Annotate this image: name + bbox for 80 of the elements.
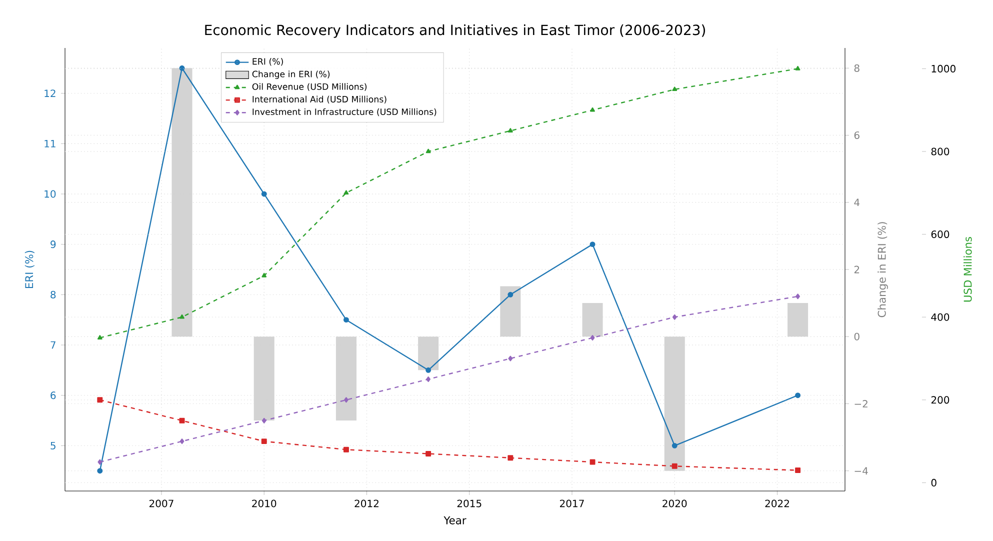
y2-tick-label: 8 [854,64,860,72]
legend-label: International Aid (USD Millions) [252,96,386,104]
point [508,455,514,461]
bar [254,336,274,421]
point [508,356,513,362]
y2-tick-label: 2 [854,266,860,274]
y-tick-label: 10 [44,190,56,198]
y2-tick-label: 6 [854,131,860,140]
y-tick-label: 5 [50,442,56,450]
y3-axis-title: USD Millions [964,236,972,302]
legend-label: Investment in Infrastructure (USD Millions) [252,108,436,116]
y3-tick-label: 0 [931,478,936,486]
x-axis-title: Year [444,516,466,524]
point [672,314,677,320]
point [179,418,185,424]
y2-tick-label: −4 [854,467,868,474]
legend-label: ERI (%) [252,58,283,66]
point [426,148,431,154]
y2-tick-label: 0 [854,332,860,340]
point [262,418,266,424]
bar [788,303,808,337]
x-tick-label: 2007 [149,500,174,508]
point [344,190,349,195]
bar [418,336,439,370]
point [344,397,348,403]
y3-tick-label: 200 [931,396,950,404]
y-tick-label: 6 [50,392,56,400]
bar [500,286,521,337]
point [343,317,349,323]
y-tick-label: 11 [44,140,56,148]
x-tick-label: 2012 [354,500,378,508]
y-tick-label: 9 [50,240,56,248]
y3-tick-label: 400 [931,313,950,321]
point [261,191,267,197]
point [261,438,267,444]
x-tick-label: 2017 [560,500,584,508]
chart-title: Economic Recovery Indicators and Initiatives in East Timor (2006-2023) [205,24,706,38]
point [97,468,103,474]
point [426,376,431,382]
y2-tick-label: −2 [854,400,868,408]
x-tick-label: 2022 [765,500,789,508]
y3-tick-label: 800 [931,148,950,156]
y3-tick-label: 600 [931,230,950,238]
point [97,397,103,403]
x-tick-label: 2020 [662,500,687,508]
point [98,459,102,465]
y2-axis-title: Change in ERI (%) [878,222,888,318]
point [97,335,102,340]
x-tick-label: 2015 [457,500,482,508]
point [180,438,184,444]
point [590,242,596,248]
bar [582,303,603,337]
point [590,107,595,112]
point [590,459,596,465]
y-tick-label: 8 [50,290,56,298]
point [796,294,800,300]
point [795,392,801,398]
point [426,367,432,373]
point [672,86,678,92]
x-tick-label: 2010 [252,500,276,508]
point [672,463,678,469]
point [343,446,349,452]
point [508,128,513,132]
y-tick-label: 7 [50,341,56,349]
point [672,442,678,448]
y2-tick-label: 4 [854,198,860,206]
point [180,314,184,319]
point [179,65,185,71]
point [795,66,800,70]
y3-tick-label: 1000 [932,64,956,72]
legend-label: Change in ERI (%) [252,70,330,79]
point [795,468,801,474]
point [426,450,432,456]
point [590,335,595,341]
legend-label: Oil Revenue (USD Millions) [252,83,367,91]
bar [336,336,356,421]
y-axis-title: ERI (%) [24,250,34,288]
y-tick-label: 12 [44,90,56,98]
point [262,272,267,278]
point [508,292,514,298]
